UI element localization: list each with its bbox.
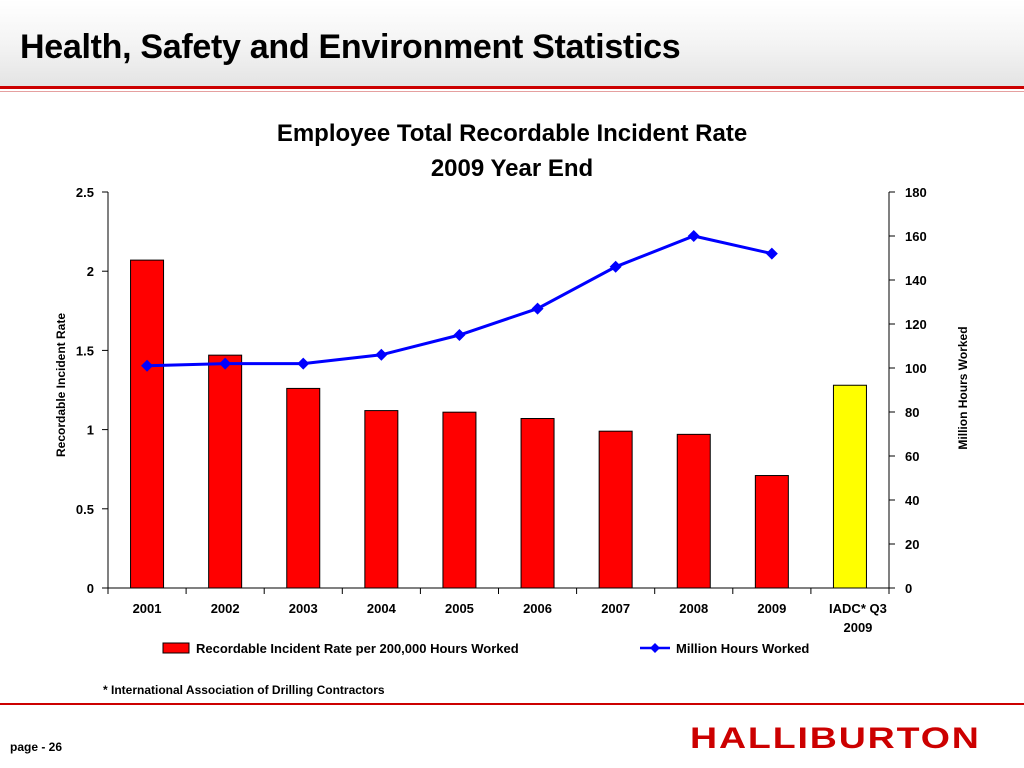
x-tick-label: 2009 (843, 620, 872, 635)
line-point-2007 (609, 260, 622, 273)
bar-2001 (130, 259, 165, 589)
x-tick-label: 2001 (133, 601, 162, 616)
x-tick-label: 2003 (289, 601, 318, 616)
bar-2008 (676, 433, 711, 589)
x-tick-label: 2009 (757, 601, 786, 616)
bar-iadc-q3-2009 (832, 384, 867, 589)
left-tick-label: 2.5 (76, 185, 94, 200)
line-point-2003 (297, 357, 310, 370)
left-tick-label: 1.5 (76, 343, 94, 358)
right-tick-label: 80 (905, 405, 919, 420)
line-point-2009 (765, 247, 778, 260)
left-tick-label: 0.5 (76, 502, 94, 517)
right-tick-label: 160 (905, 229, 927, 244)
line-point-2004 (375, 348, 388, 361)
right-tick-label: 120 (905, 317, 927, 332)
x-tick-label: 2008 (679, 601, 708, 616)
bar-2009 (754, 475, 789, 589)
left-tick-label: 1 (87, 423, 94, 438)
left-tick-label: 0 (87, 581, 94, 596)
line-point-2001 (141, 359, 154, 372)
line-point-2006 (531, 302, 544, 315)
right-tick-label: 140 (905, 273, 927, 288)
left-tick-label: 2 (87, 264, 94, 279)
chart: 0 0.5 1 1.5 2 2.5 0 20 40 60 80 100 120 140 160 180 2001… (54, 185, 970, 656)
chart-subtitle: 2009 Year End (430, 155, 594, 182)
line-million-hours (147, 234, 773, 368)
bar-2007 (598, 430, 633, 589)
legend-line-label: Million Hours Worked (676, 641, 809, 656)
bar-2002 (208, 354, 243, 589)
footer-rule (0, 703, 1024, 705)
legend-bar-label: Recordable Incident Rate per 200,000 Hou… (196, 641, 519, 656)
x-tick-label: 2007 (601, 601, 630, 616)
right-tick-label: 20 (905, 537, 919, 552)
line-point-2002 (219, 357, 232, 370)
y-axis-label: Recordable Incident Rate (54, 313, 68, 457)
bar-2004 (364, 410, 399, 589)
right-tick-label: 100 (905, 361, 927, 376)
legend-bar-swatch (162, 642, 190, 654)
right-tick-label: 180 (905, 185, 927, 200)
right-tick-label: 0 (905, 581, 912, 596)
x-tick-label: 2006 (523, 601, 552, 616)
x-tick-label: IADC* Q3 (829, 601, 887, 616)
header-band (0, 0, 1024, 86)
x-tick-label: 2005 (445, 601, 474, 616)
right-tick-label: 60 (905, 449, 919, 464)
x-tick-label: 2004 (367, 601, 397, 616)
page-title: Health, Safety and Environment Statistic… (20, 28, 681, 66)
halliburton-logo: HALLIBURTON (690, 722, 981, 755)
line-point-2005 (453, 329, 466, 341)
footnote: * International Association of Drilling … (103, 683, 385, 697)
bar-2005 (442, 411, 477, 589)
y2-axis-label: Million Hours Worked (956, 326, 970, 449)
page-number: page - 26 (10, 740, 63, 754)
legend-line-marker (650, 643, 660, 653)
right-tick-label: 40 (905, 493, 919, 508)
bar-2003 (286, 387, 321, 589)
header-rule-secondary (0, 91, 1024, 92)
x-tick-label: 2002 (211, 601, 240, 616)
header-rule (0, 86, 1024, 89)
line-point-2008 (687, 230, 700, 242)
chart-title: Employee Total Recordable Incident Rate (276, 120, 748, 147)
bar-2006 (520, 418, 555, 589)
